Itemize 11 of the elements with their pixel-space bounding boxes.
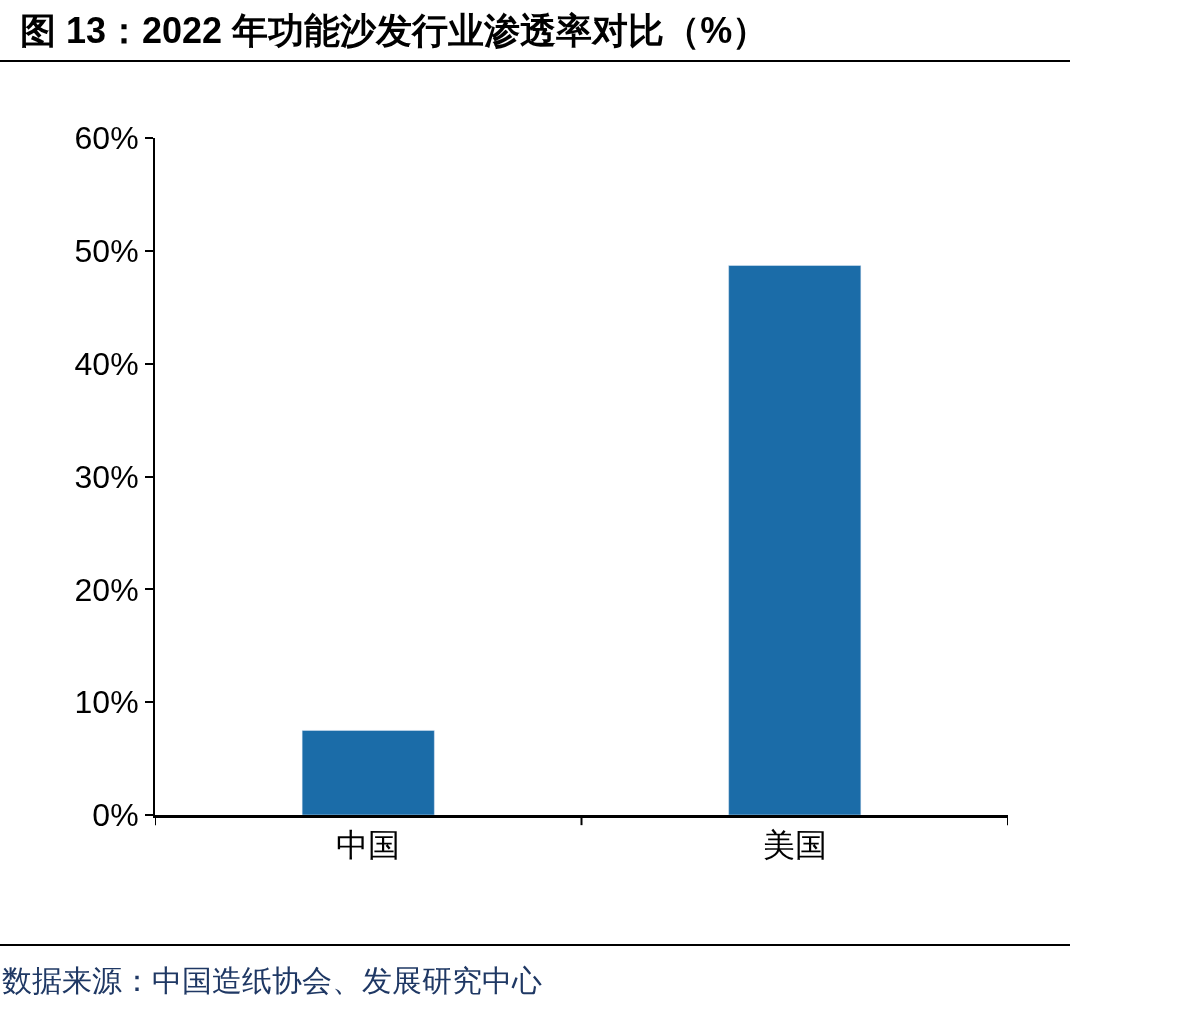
y-tick-label: 60% [74, 120, 139, 157]
chart-title: 图 13：2022 年功能沙发行业渗透率对比（%） [20, 9, 769, 51]
x-tick-label: 美国 [762, 827, 827, 864]
y-tick-label: 20% [74, 571, 139, 608]
y-tick-label: 30% [74, 458, 139, 495]
y-tick-label: 0% [92, 797, 139, 834]
y-tick-label: 10% [74, 684, 139, 721]
source-note: 数据来源：中国造纸协会、发展研究中心 [2, 964, 542, 997]
y-tick-label: 50% [74, 233, 139, 270]
y-tick-label: 40% [74, 345, 139, 382]
x-tick-label: 中国 [336, 827, 401, 864]
